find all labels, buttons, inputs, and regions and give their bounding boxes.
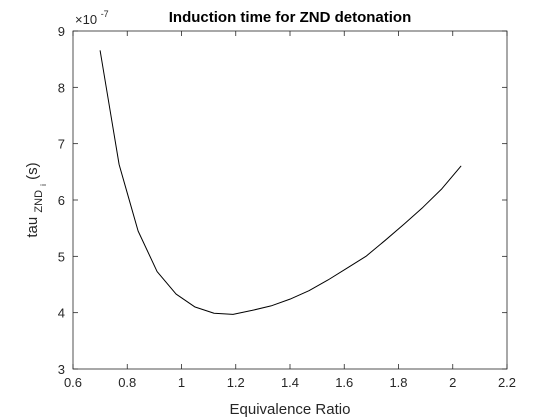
y-tick-label: 9: [58, 24, 65, 39]
y-axis-label: tau ZND i (s): [24, 162, 50, 237]
x-tick-label: 1.6: [335, 375, 353, 390]
y-axis-label-subsubscript: i: [39, 184, 48, 186]
y-axis-exponent-power: -7: [101, 9, 109, 19]
x-tick-label: 1.4: [281, 375, 299, 390]
y-axis-exponent-label: ×10 -7: [75, 9, 109, 27]
x-tick-labels: 0.6 0.8 1 1.2 1.4 1.6 1.8 2 2.2: [64, 375, 516, 390]
y-axis-label-suffix: (s): [24, 162, 41, 180]
x-tick-label: 1.8: [389, 375, 407, 390]
x-tick-label: 0.6: [64, 375, 82, 390]
y-axis-label-main: tau: [24, 217, 41, 238]
y-tick-labels: 3 4 5 6 7 8 9: [58, 24, 65, 377]
plot-area: [73, 31, 507, 369]
chart-title: Induction time for ZND detonation: [169, 9, 411, 26]
y-tick-label: 3: [58, 362, 65, 377]
y-axis-label-subscript: ZND: [33, 190, 45, 213]
y-axis-exponent-base: ×10: [75, 12, 97, 27]
y-tick-label: 4: [58, 306, 65, 321]
x-tick-label: 1.2: [227, 375, 245, 390]
x-tick-label: 2.2: [498, 375, 516, 390]
y-tick-label: 6: [58, 193, 65, 208]
x-tick-label: 2: [449, 375, 456, 390]
x-tick-label: 0.8: [118, 375, 136, 390]
x-axis-label: Equivalence Ratio: [230, 401, 351, 418]
series-line: [99, 50, 462, 315]
x-tick-label: 1: [178, 375, 185, 390]
y-tick-label: 5: [58, 249, 65, 264]
y-tick-label: 7: [58, 137, 65, 152]
series-group: [99, 50, 462, 315]
y-tick-label: 8: [58, 80, 65, 95]
axes: [72, 30, 508, 370]
